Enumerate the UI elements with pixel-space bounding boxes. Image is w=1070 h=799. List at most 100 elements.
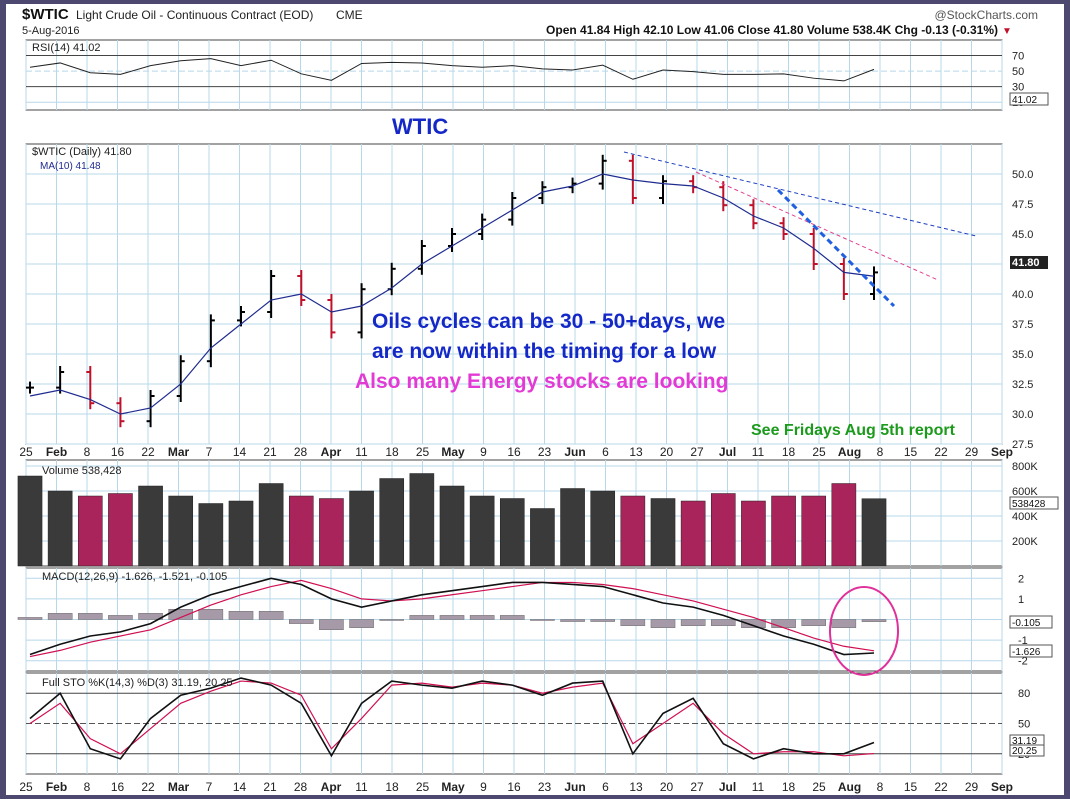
x-tick-label: Aug — [838, 445, 861, 459]
rsi-line — [29, 58, 875, 82]
macd-histogram-bar — [680, 619, 706, 626]
x-tick-label: 14 — [233, 780, 247, 794]
x-tick-label: Feb — [46, 445, 67, 459]
macd-tick-label: 1 — [1018, 594, 1024, 606]
volume-value-tag: 538428 — [1012, 499, 1046, 510]
volume-bar — [710, 493, 736, 567]
volume-bar — [379, 478, 405, 567]
trendline-pink — [695, 171, 939, 281]
volume-tick-label: 600K — [1012, 486, 1038, 498]
rsi-tick-label: 30 — [1012, 82, 1024, 94]
x-tick-label: 13 — [629, 780, 643, 794]
x-tick-label: 8 — [877, 780, 884, 794]
ma10-line — [29, 173, 875, 415]
price-tick-label: 50.0 — [1012, 169, 1033, 181]
x-tick-label: 20 — [660, 445, 674, 459]
sto-tick-label: 80 — [1018, 688, 1030, 700]
volume-bar — [77, 495, 103, 567]
macd-tick-label: -2 — [1018, 656, 1028, 668]
volume-bar — [47, 490, 73, 567]
volume-bar — [620, 495, 646, 567]
x-tick-label: 28 — [294, 780, 308, 794]
x-tick-label: 15 — [904, 445, 918, 459]
x-tick-label: 18 — [385, 445, 399, 459]
x-tick-label: 11 — [752, 445, 765, 459]
ma-label: MA(10) 41.48 — [40, 161, 101, 172]
x-tick-label: Mar — [168, 780, 190, 794]
macd-value-tag-1: -0.105 — [1012, 618, 1041, 629]
macd-histogram-bar — [439, 615, 465, 620]
volume-bar — [801, 495, 827, 567]
x-tick-label: 27 — [690, 780, 704, 794]
macd-histogram-bar — [319, 619, 344, 631]
x-tick-label: Mar — [168, 445, 190, 459]
trendline-steep-blue — [776, 188, 896, 308]
x-tick-label: Jun — [564, 445, 585, 459]
x-tick-label: 28 — [294, 445, 308, 459]
macd-histogram-bar — [831, 619, 857, 628]
macd-histogram-bar — [801, 619, 826, 626]
volume-bar — [409, 473, 435, 567]
macd-histogram-bar — [108, 615, 133, 620]
instrument-name: Light Crude Oil - Continuous Contract (E… — [76, 8, 313, 22]
macd-histogram-bar — [289, 619, 314, 624]
volume-bar — [831, 483, 857, 567]
x-tick-label: 11 — [752, 780, 765, 794]
volume-bar — [108, 493, 133, 567]
price-tick-label: 47.5 — [1012, 199, 1033, 211]
x-tick-label: Aug — [838, 780, 861, 794]
macd-histogram-bar — [500, 615, 525, 620]
volume-bar — [258, 483, 284, 567]
x-tick-label: 25 — [19, 780, 33, 794]
x-tick-label: May — [441, 780, 465, 794]
sto-value-tag-2: 20.25 — [1012, 746, 1037, 757]
x-tick-label: 27 — [690, 445, 704, 459]
volume-bar — [17, 475, 43, 567]
sto-k-line — [29, 677, 875, 760]
x-tick-label: Apr — [321, 780, 342, 794]
volume-bar — [650, 498, 676, 567]
volume-bar — [530, 508, 555, 567]
macd-histogram-bar — [771, 619, 796, 628]
x-tick-label: 16 — [507, 445, 521, 459]
x-tick-label: 6 — [602, 445, 609, 459]
volume-bar — [560, 488, 585, 567]
x-tick-label: 16 — [111, 780, 125, 794]
price-value-tag: 41.80 — [1012, 257, 1040, 269]
volume-bar — [439, 485, 465, 567]
volume-bar — [349, 490, 374, 567]
price-tick-label: 40.0 — [1012, 289, 1033, 301]
x-tick-label: 18 — [782, 445, 796, 459]
x-tick-label: Sep — [991, 445, 1013, 459]
x-tick-label: 8 — [84, 780, 91, 794]
exchange: CME — [336, 8, 363, 22]
x-tick-label: 9 — [480, 780, 487, 794]
macd-highlight-circle — [829, 586, 899, 676]
macd-histogram-bar — [861, 619, 887, 622]
trendline-upper-blue — [623, 151, 977, 237]
x-tick-label: 22 — [141, 780, 155, 794]
macd-histogram-bar — [17, 617, 43, 620]
macd-histogram-bar — [228, 611, 254, 620]
x-tick-label: 20 — [660, 780, 674, 794]
macd-histogram-bar — [469, 615, 495, 620]
x-tick-label: 25 — [416, 780, 430, 794]
x-tick-label: 29 — [965, 445, 979, 459]
volume-tick-label: 800K — [1012, 461, 1038, 473]
price-tick-label: 32.5 — [1012, 379, 1033, 391]
x-tick-label: 22 — [141, 445, 155, 459]
macd-signal-line — [29, 579, 875, 658]
price-label: $WTIC (Daily) 41.80 — [32, 146, 132, 158]
macd-histogram-bar — [650, 619, 676, 628]
sto-tick-label: 50 — [1018, 719, 1030, 731]
annotation-title: WTIC — [392, 114, 448, 139]
price-tick-label: 30.0 — [1012, 409, 1033, 421]
volume-bar — [771, 495, 796, 567]
volume-bar — [138, 485, 163, 567]
x-tick-label: 21 — [263, 780, 277, 794]
x-tick-label: 25 — [19, 445, 33, 459]
volume-bar — [288, 495, 314, 567]
macd-histogram-bar — [47, 613, 73, 620]
price-tick-label: 27.5 — [1012, 439, 1033, 451]
rsi-value-tag: 41.02 — [1012, 95, 1037, 106]
